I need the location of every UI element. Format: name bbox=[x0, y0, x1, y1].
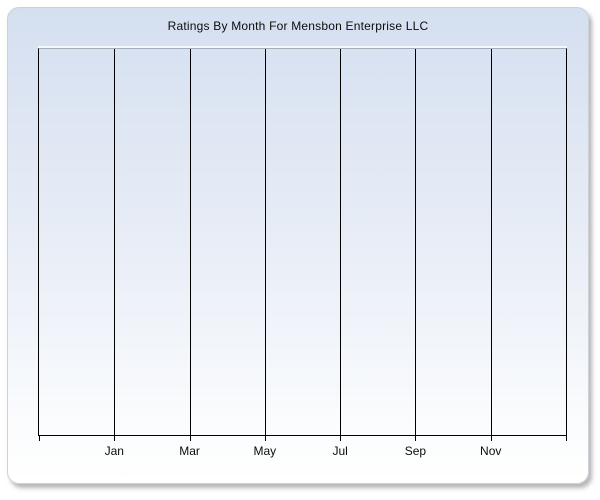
vertical-gridline bbox=[114, 49, 116, 435]
x-axis-label: Nov bbox=[480, 444, 502, 458]
x-axis-label: May bbox=[253, 444, 277, 458]
chart-title: Ratings By Month For Mensbon Enterprise … bbox=[167, 19, 429, 33]
vertical-gridline bbox=[340, 49, 342, 435]
x-axis-label: Jul bbox=[332, 444, 348, 458]
x-axis-tick bbox=[264, 435, 266, 441]
plot-area: Jan Mar May Jul Sep Nov bbox=[38, 48, 567, 458]
chart-panel bbox=[7, 7, 589, 484]
x-axis-tick bbox=[566, 435, 567, 441]
x-axis-tick bbox=[340, 435, 342, 441]
x-axis-tick bbox=[114, 435, 116, 441]
x-axis-label: Sep bbox=[404, 444, 427, 458]
vertical-gridline bbox=[415, 49, 417, 435]
vertical-gridline bbox=[189, 49, 191, 435]
x-axis-tick bbox=[415, 435, 417, 441]
x-axis-tick bbox=[490, 435, 492, 441]
x-axis-label: Mar bbox=[179, 444, 200, 458]
x-axis-tick bbox=[189, 435, 191, 441]
vertical-gridline bbox=[490, 49, 492, 435]
x-axis-tick bbox=[39, 435, 40, 441]
x-axis-label: Jan bbox=[104, 444, 124, 458]
vertical-gridline bbox=[264, 49, 266, 435]
